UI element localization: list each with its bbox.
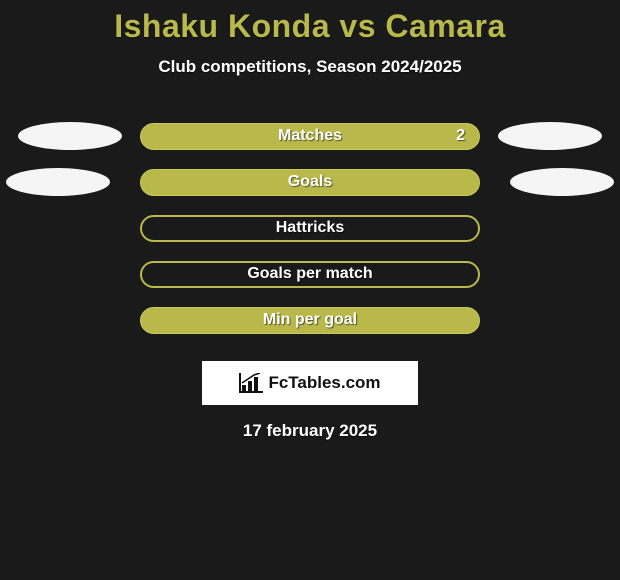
stat-bar: Matches 2 [140,123,480,150]
stat-bar-label: Goals per match [247,265,372,283]
stat-row: Goals [0,159,620,205]
stat-rows: Matches 2 Goals Hattricks Goals per match Min… [0,113,620,343]
stat-bar-label: Goals [288,173,332,191]
stat-bar-label: Matches [278,127,342,145]
chart-icon [239,373,263,393]
stat-row: Matches 2 [0,113,620,159]
stat-row: Goals per match [0,251,620,297]
stat-bar: Hattricks [140,215,480,242]
stat-row: Hattricks [0,205,620,251]
stat-bar: Min per goal [140,307,480,334]
page-title: Ishaku Konda vs Camara [0,0,620,45]
right-ellipse [498,122,602,150]
left-ellipse [18,122,122,150]
stat-bar-label: Min per goal [263,311,357,329]
page-subtitle: Club competitions, Season 2024/2025 [0,57,620,77]
date-label: 17 february 2025 [0,421,620,441]
left-ellipse [6,168,110,196]
stat-bar-label: Hattricks [276,219,344,237]
stat-row: Min per goal [0,297,620,343]
logo-text: FcTables.com [268,373,380,393]
logo-box: FcTables.com [202,361,418,405]
stat-bar-value: 2 [456,127,465,145]
stat-bar: Goals [140,169,480,196]
right-ellipse [510,168,614,196]
comparison-infographic: Ishaku Konda vs Camara Club competitions… [0,0,620,580]
stat-bar: Goals per match [140,261,480,288]
